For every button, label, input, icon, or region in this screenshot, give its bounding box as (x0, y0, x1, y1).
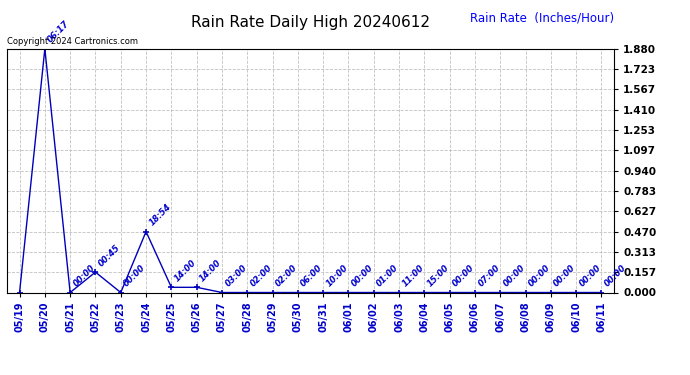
Text: 00:00: 00:00 (552, 263, 578, 288)
Text: 06:17: 06:17 (46, 19, 72, 45)
Text: 00:00: 00:00 (527, 263, 552, 288)
Text: 00:45: 00:45 (97, 243, 122, 268)
Text: 11:00: 11:00 (400, 263, 426, 288)
Text: 00:00: 00:00 (578, 263, 603, 288)
Text: Copyright 2024 Cartronics.com: Copyright 2024 Cartronics.com (7, 38, 138, 46)
Text: 01:00: 01:00 (375, 263, 400, 288)
Text: 06:00: 06:00 (299, 263, 324, 288)
Text: 03:00: 03:00 (224, 263, 248, 288)
Text: 14:00: 14:00 (198, 258, 224, 283)
Text: 14:00: 14:00 (172, 258, 198, 283)
Text: 00:00: 00:00 (502, 263, 527, 288)
Text: 00:00: 00:00 (350, 263, 375, 288)
Text: 02:00: 02:00 (274, 263, 299, 288)
Text: 00:00: 00:00 (72, 263, 97, 288)
Text: Rain Rate Daily High 20240612: Rain Rate Daily High 20240612 (191, 15, 430, 30)
Text: 00:00: 00:00 (451, 263, 476, 288)
Text: Rain Rate  (Inches/Hour): Rain Rate (Inches/Hour) (470, 11, 614, 24)
Text: 00:00: 00:00 (122, 263, 148, 288)
Text: 10:00: 10:00 (324, 263, 350, 288)
Text: 00:00: 00:00 (603, 263, 628, 288)
Text: 02:00: 02:00 (248, 263, 274, 288)
Text: 18:54: 18:54 (148, 202, 172, 227)
Text: 15:00: 15:00 (426, 263, 451, 288)
Text: 07:00: 07:00 (476, 263, 502, 288)
